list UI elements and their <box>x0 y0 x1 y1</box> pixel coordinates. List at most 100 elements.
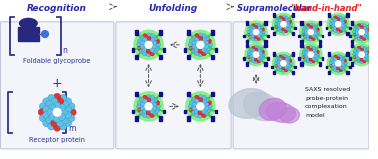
Circle shape <box>334 29 337 33</box>
Circle shape <box>367 33 370 37</box>
Circle shape <box>207 39 212 44</box>
Circle shape <box>364 54 368 58</box>
Circle shape <box>251 49 255 52</box>
Bar <box>319 44 321 47</box>
Circle shape <box>357 57 361 60</box>
Circle shape <box>277 21 281 25</box>
Circle shape <box>364 51 368 55</box>
Bar <box>159 92 162 96</box>
Circle shape <box>331 28 335 31</box>
Circle shape <box>343 25 347 29</box>
Circle shape <box>205 111 209 115</box>
Circle shape <box>367 50 370 54</box>
Circle shape <box>150 109 155 114</box>
Circle shape <box>249 58 253 62</box>
Circle shape <box>146 49 151 53</box>
Circle shape <box>204 102 209 107</box>
Bar <box>370 44 372 47</box>
Circle shape <box>353 33 357 37</box>
Circle shape <box>146 114 151 118</box>
Circle shape <box>60 94 67 101</box>
Circle shape <box>259 35 263 39</box>
Circle shape <box>289 62 293 65</box>
Circle shape <box>330 20 333 23</box>
Bar <box>328 32 330 35</box>
Bar <box>273 13 275 17</box>
Circle shape <box>312 37 315 41</box>
Circle shape <box>277 56 280 60</box>
Circle shape <box>65 98 72 105</box>
Circle shape <box>194 37 199 42</box>
Circle shape <box>309 38 313 41</box>
Circle shape <box>353 53 356 56</box>
Circle shape <box>277 28 280 31</box>
Bar <box>159 30 162 35</box>
Circle shape <box>287 17 290 21</box>
Circle shape <box>156 42 160 47</box>
Circle shape <box>254 38 258 41</box>
Circle shape <box>257 49 261 52</box>
Circle shape <box>333 26 337 30</box>
Circle shape <box>62 101 69 108</box>
Circle shape <box>336 30 340 33</box>
Bar <box>328 52 330 56</box>
Circle shape <box>355 51 359 55</box>
Circle shape <box>57 120 64 127</box>
Bar <box>132 48 134 52</box>
Circle shape <box>284 16 288 19</box>
Circle shape <box>153 111 158 115</box>
Circle shape <box>363 26 366 30</box>
Circle shape <box>316 53 320 56</box>
Ellipse shape <box>243 92 280 121</box>
Circle shape <box>353 28 357 31</box>
Circle shape <box>316 28 319 31</box>
Circle shape <box>308 29 313 35</box>
Circle shape <box>331 67 335 70</box>
Bar <box>351 21 353 24</box>
Circle shape <box>254 45 258 49</box>
Circle shape <box>360 35 363 39</box>
Circle shape <box>341 24 344 28</box>
Circle shape <box>304 54 308 58</box>
Circle shape <box>143 95 147 100</box>
Circle shape <box>308 52 313 57</box>
Circle shape <box>261 28 265 31</box>
Circle shape <box>198 114 203 118</box>
Circle shape <box>253 52 259 57</box>
Bar <box>298 35 300 37</box>
Circle shape <box>57 98 64 105</box>
Circle shape <box>143 48 147 52</box>
Circle shape <box>202 99 206 104</box>
Bar <box>264 44 266 47</box>
Circle shape <box>288 64 292 68</box>
FancyBboxPatch shape <box>116 22 231 149</box>
Circle shape <box>245 21 267 43</box>
Circle shape <box>353 55 357 59</box>
Circle shape <box>341 63 344 67</box>
Bar <box>370 21 372 24</box>
Bar <box>346 32 349 35</box>
Circle shape <box>261 50 265 54</box>
Circle shape <box>344 22 347 26</box>
Circle shape <box>287 28 290 31</box>
Circle shape <box>152 106 157 111</box>
Circle shape <box>146 36 151 41</box>
Circle shape <box>314 25 318 29</box>
Circle shape <box>341 56 345 60</box>
Circle shape <box>254 35 258 39</box>
Circle shape <box>316 33 319 37</box>
Circle shape <box>257 34 261 38</box>
Bar <box>325 27 327 29</box>
Circle shape <box>279 68 282 72</box>
Circle shape <box>331 17 335 21</box>
Circle shape <box>312 46 315 50</box>
Text: probe-protein: probe-protein <box>305 96 348 101</box>
Circle shape <box>249 35 253 39</box>
Circle shape <box>287 56 290 60</box>
Circle shape <box>198 52 203 57</box>
Bar <box>351 40 353 43</box>
Circle shape <box>51 120 58 127</box>
Circle shape <box>262 30 265 34</box>
Bar <box>215 110 217 113</box>
Circle shape <box>363 59 366 63</box>
